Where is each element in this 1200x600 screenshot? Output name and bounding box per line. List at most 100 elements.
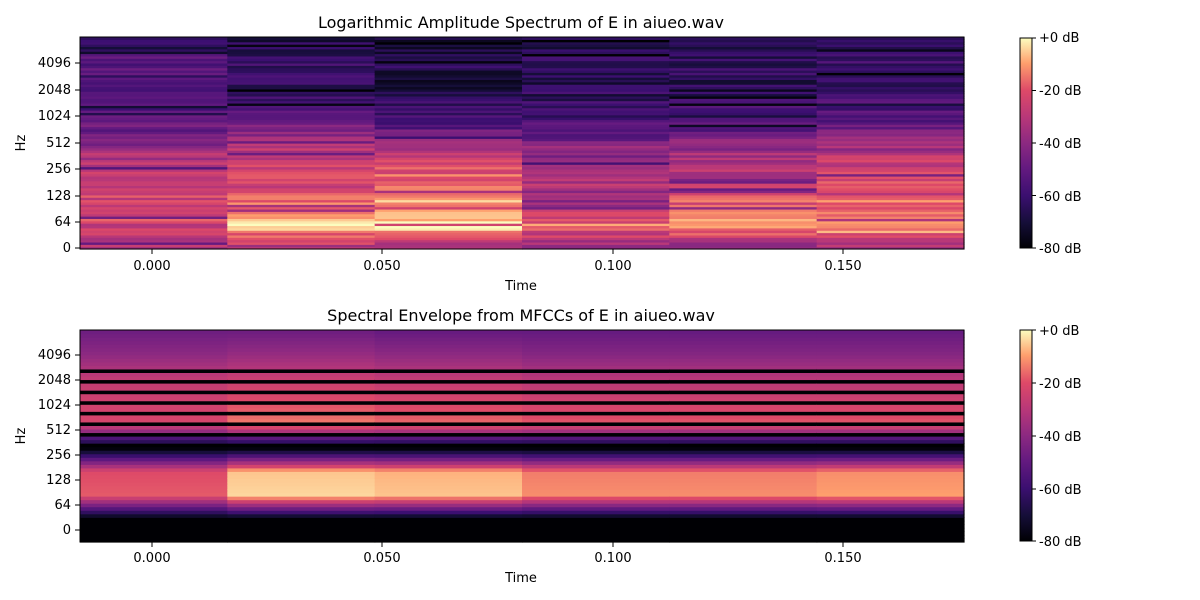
heatmap-cell [669, 232, 818, 236]
heatmap-cell [227, 218, 376, 222]
heatmap-cell [374, 234, 523, 238]
heatmap-cell [80, 520, 228, 525]
heatmap-cell [374, 499, 523, 504]
heatmap-cell [522, 375, 670, 381]
heatmap-cell [669, 208, 818, 212]
heatmap-cell [816, 117, 965, 121]
heatmap-cell [227, 340, 376, 345]
heatmap-cell [80, 503, 228, 508]
heatmap-cell [80, 538, 228, 543]
heatmap-cell [816, 351, 965, 356]
heatmap-cell [522, 44, 670, 48]
heatmap-cell [80, 121, 228, 125]
heatmap-cell [227, 81, 376, 85]
heatmap-cell [669, 439, 818, 444]
heatmap-cell [816, 187, 965, 191]
heatmap-cell [374, 166, 523, 170]
heatmap-cell [522, 192, 670, 196]
heatmap-cell [669, 39, 818, 43]
colorbar-label: -20 dB [1039, 84, 1082, 99]
heatmap-cell [374, 390, 523, 395]
heatmap-cell [80, 524, 228, 529]
heatmap-cell [816, 105, 965, 109]
heatmap-cell [669, 124, 818, 128]
heatmap-cell [80, 527, 228, 532]
heatmap-cell [669, 81, 818, 85]
heatmap-cell [816, 79, 965, 83]
heatmap-cell [522, 383, 670, 388]
heatmap-cell [227, 237, 376, 241]
heatmap-cell [669, 175, 818, 179]
heatmap-cell [227, 220, 376, 224]
heatmap-cell [669, 230, 818, 234]
heatmap-cell [227, 159, 376, 163]
heatmap-cell [669, 375, 818, 381]
heatmap-cell [669, 128, 818, 132]
colorbar-label: +0 dB [1039, 31, 1079, 46]
heatmap-cell [374, 246, 523, 250]
heatmap-cell [669, 55, 818, 59]
heatmap-cell [80, 216, 228, 219]
heatmap-cell [816, 60, 965, 64]
heatmap-cell [227, 517, 376, 522]
colorbar-label: -40 dB [1039, 430, 1082, 445]
heatmap-cell [227, 386, 376, 391]
heatmap-cell [816, 340, 965, 345]
heatmap-cell [227, 213, 376, 217]
heatmap-cell [227, 175, 376, 179]
heatmap-cell [816, 428, 965, 434]
heatmap-cell [816, 244, 965, 248]
heatmap-cell [522, 538, 670, 543]
heatmap-cell [669, 164, 818, 168]
heatmap-cell [522, 421, 670, 426]
heatmap-cell [522, 428, 670, 434]
heatmap-cell [816, 93, 965, 97]
heatmap-cell [816, 361, 965, 366]
heatmap-cell [522, 499, 670, 504]
heatmap-cell [227, 67, 376, 71]
heatmap-cell [522, 171, 670, 175]
heatmap-cell [669, 166, 818, 170]
heatmap-cell [80, 159, 228, 163]
heatmap-cell [227, 77, 376, 80]
heatmap-cell [816, 86, 965, 90]
x-axis-label: Time [504, 279, 537, 294]
heatmap-cell [669, 400, 818, 405]
heatmap-cell [816, 37, 965, 40]
heatmap-cell [669, 213, 818, 217]
heatmap-cell [227, 496, 376, 501]
heatmap-cell [374, 244, 523, 248]
heatmap-cell [374, 187, 523, 191]
heatmap-cell [669, 140, 818, 144]
heatmap-cell [80, 496, 228, 501]
heatmap-cell [80, 386, 228, 391]
heatmap-cell [669, 393, 818, 398]
heatmap-cell [374, 77, 523, 80]
heatmap-cell [227, 154, 376, 158]
heatmap-cell [227, 467, 376, 472]
heatmap-cell [522, 218, 670, 222]
heatmap-cell [669, 361, 818, 366]
heatmap-cell [522, 333, 670, 338]
heatmap-cell [522, 237, 670, 241]
heatmap-cell [227, 439, 376, 444]
heatmap-cell [816, 436, 965, 441]
heatmap-cell [227, 79, 376, 83]
heatmap-cell [227, 368, 376, 373]
heatmap-cell [522, 60, 670, 64]
heatmap-cell [80, 411, 228, 416]
heatmap-cell [522, 166, 670, 170]
heatmap-cell [816, 121, 965, 125]
heatmap-cell [80, 471, 228, 476]
heatmap-cell [669, 390, 818, 395]
heatmap-cell [227, 471, 376, 476]
heatmap-cell [669, 46, 818, 50]
x-axis-label: Time [504, 571, 537, 586]
heatmap-cell [669, 117, 818, 121]
heatmap-cell [522, 138, 670, 142]
heatmap-cell [669, 62, 818, 66]
heatmap-cell [816, 77, 965, 80]
y-tick-label: 64 [54, 498, 71, 513]
heatmap-cell [227, 225, 376, 229]
heatmap-cell [522, 513, 670, 518]
